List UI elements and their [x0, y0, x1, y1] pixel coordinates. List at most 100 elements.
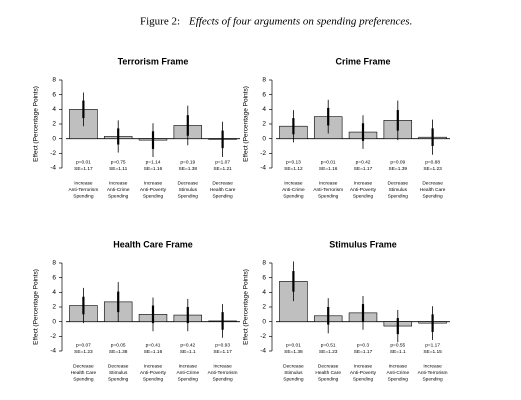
y-tick-label: 2: [262, 304, 266, 311]
x-tick-label: Spending: [353, 193, 374, 199]
stat-label: SE=1.38: [109, 349, 128, 355]
x-tick-label: Stimulus: [109, 370, 128, 376]
stat-label: SE=1.16: [319, 166, 338, 172]
x-tick-label: Anti-Terrorism: [313, 187, 343, 193]
stat-label: p=0.51: [321, 342, 336, 348]
x-tick-label: Anti-Poverty: [140, 187, 167, 193]
stat-label: p=0.41: [146, 342, 161, 348]
y-tick-label: 8: [262, 77, 266, 84]
y-tick-label: 6: [52, 274, 56, 281]
x-tick-label: Increase: [179, 363, 198, 369]
x-tick-label: Spending: [178, 376, 199, 382]
y-axis-label: Effect (Percentage Points): [33, 269, 40, 345]
x-tick-label: Anti-Crime: [282, 187, 305, 193]
y-tick-label: 0: [52, 135, 56, 142]
stat-label: p=0.3: [357, 342, 369, 348]
stat-label: p=0.05: [111, 342, 126, 348]
stat-label: SE=1.16: [144, 166, 163, 172]
y-tick-label: 8: [262, 260, 266, 267]
x-tick-label: Health Care: [71, 370, 97, 376]
stat-label: SE=1.16: [144, 349, 163, 355]
stat-label: p=0.88: [425, 159, 440, 165]
y-tick-label: 6: [52, 91, 56, 98]
x-tick-label: Spending: [108, 376, 129, 382]
stat-label: SE=1.17: [354, 349, 373, 355]
x-tick-label: Increase: [354, 180, 373, 186]
x-tick-label: Anti-Terrorism: [418, 370, 448, 376]
stat-label: p=0.42: [356, 159, 371, 165]
y-tick-label: -4: [50, 165, 56, 172]
stat-label: p=1.07: [215, 159, 230, 165]
x-tick-label: Increase: [319, 180, 338, 186]
x-tick-label: Anti-Crime: [176, 370, 199, 376]
x-tick-label: Increase: [213, 363, 232, 369]
x-tick-label: Health Care: [315, 370, 341, 376]
x-tick-label: Decrease: [212, 180, 233, 186]
x-tick-label: Spending: [283, 193, 304, 199]
y-tick-label: 4: [52, 106, 56, 113]
x-tick-label: Spending: [318, 376, 339, 382]
stat-label: SE=1.15: [423, 349, 442, 355]
stat-label: p=0.07: [76, 342, 91, 348]
stat-label: SE=1.1: [180, 349, 196, 355]
stat-label: p=0.55: [390, 342, 405, 348]
x-tick-label: Spending: [108, 193, 129, 199]
x-tick-label: Stimulus: [389, 187, 408, 193]
y-tick-label: 6: [262, 274, 266, 281]
y-axis-label: Effect (Percentage Points): [33, 86, 40, 162]
x-tick-label: Anti-Crime: [386, 370, 409, 376]
x-tick-label: Increase: [109, 180, 128, 186]
panel-title: Health Care Frame: [113, 239, 193, 249]
stat-label: SE=1.23: [423, 166, 442, 172]
stat-label: SE=1.23: [319, 349, 338, 355]
y-tick-label: 2: [52, 304, 56, 311]
stat-label: p=0.13: [286, 159, 301, 165]
stat-label: p=0.75: [111, 159, 126, 165]
x-tick-label: Spending: [73, 193, 94, 199]
y-tick-label: 0: [262, 318, 266, 325]
y-axis-label: Effect (Percentage Points): [243, 86, 250, 162]
x-tick-label: Spending: [212, 193, 233, 199]
x-tick-label: Increase: [389, 363, 408, 369]
stat-label: SE=1.17: [354, 166, 373, 172]
x-tick-label: Anti-Poverty: [350, 370, 377, 376]
stat-label: SE=1.23: [74, 349, 93, 355]
y-tick-label: -2: [50, 333, 56, 340]
stat-label: p=0.42: [180, 342, 195, 348]
stat-label: SE=1.17: [213, 349, 232, 355]
x-tick-label: Decrease: [178, 180, 199, 186]
x-tick-label: Spending: [422, 376, 443, 382]
x-tick-label: Decrease: [422, 180, 443, 186]
caption-label: Figure 2:: [140, 16, 180, 28]
y-tick-label: -2: [260, 150, 266, 157]
stat-label: p=0.09: [390, 159, 405, 165]
stat-label: SE=1.38: [179, 166, 198, 172]
x-tick-label: Increase: [423, 363, 442, 369]
x-tick-label: Increase: [144, 363, 163, 369]
y-tick-label: 4: [52, 289, 56, 296]
x-tick-label: Spending: [353, 376, 374, 382]
x-tick-label: Spending: [422, 193, 443, 199]
x-tick-label: Decrease: [388, 180, 409, 186]
y-tick-label: -4: [50, 348, 56, 355]
x-tick-label: Spending: [178, 193, 199, 199]
stat-label: SE=1.39: [389, 166, 408, 172]
stat-label: SE=1.11: [109, 166, 128, 172]
x-tick-label: Stimulus: [284, 370, 303, 376]
panel-title: Terrorism Frame: [118, 56, 189, 66]
y-tick-label: 4: [262, 289, 266, 296]
x-tick-label: Health Care: [210, 187, 236, 193]
x-tick-label: Stimulus: [179, 187, 198, 193]
y-tick-label: -2: [50, 150, 56, 157]
x-tick-label: Spending: [212, 376, 233, 382]
y-tick-label: 8: [52, 260, 56, 267]
stat-label: SE=1.21: [213, 166, 232, 172]
x-tick-label: Decrease: [73, 363, 94, 369]
x-tick-label: Anti-Poverty: [140, 370, 167, 376]
stat-label: p=1.14: [146, 159, 161, 165]
x-tick-label: Decrease: [318, 363, 339, 369]
y-tick-label: 6: [262, 91, 266, 98]
x-tick-label: Spending: [283, 376, 304, 382]
panel-title: Crime Frame: [335, 56, 390, 66]
